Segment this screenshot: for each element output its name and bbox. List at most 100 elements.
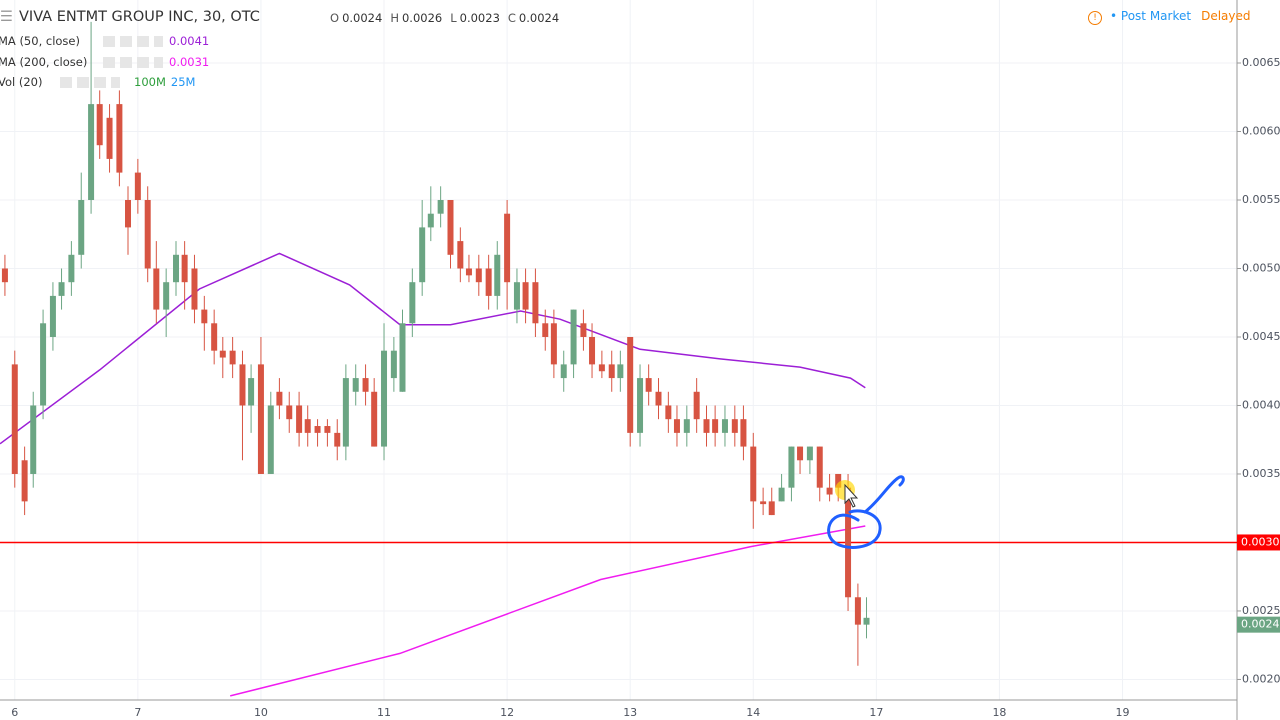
candle-body	[513, 282, 520, 310]
candle-body	[570, 309, 577, 365]
candle-body	[760, 501, 767, 505]
y-tick-label: 0.0050	[1242, 261, 1280, 274]
x-tick-label: 19	[1116, 706, 1130, 719]
candle-body	[797, 446, 804, 461]
x-tick-label: 13	[623, 706, 637, 719]
legend-icons	[60, 77, 120, 88]
candle-body	[181, 254, 188, 283]
ohlc-value: 0.0024	[342, 11, 383, 25]
candle-body	[342, 378, 349, 447]
legend-name: MA (50, close)	[0, 34, 80, 48]
hline-price-label: 0.0030	[1241, 535, 1280, 548]
candles	[1, 21, 870, 666]
candle-body	[30, 405, 37, 474]
candle-body	[219, 350, 226, 358]
candle-body	[645, 378, 652, 392]
candle-body	[475, 268, 482, 283]
ohlc-key: H	[390, 11, 399, 25]
legend-value: 100M	[134, 75, 166, 89]
candle-body	[806, 446, 813, 461]
ohlc-row: O 0.0024 H 0.0026 L 0.0023 C 0.0024	[330, 11, 567, 25]
legend-row[interactable]: MA (50, close) 0.0041	[0, 31, 209, 52]
moving-average-line	[0, 252, 866, 445]
candle-body	[173, 254, 180, 283]
candle-body	[58, 282, 65, 296]
candle-body	[637, 378, 644, 433]
candle-body	[399, 323, 406, 392]
candle-body	[419, 227, 426, 283]
x-tick-label: 12	[500, 706, 514, 719]
candle-body	[750, 446, 757, 502]
candle-body	[276, 391, 283, 406]
candle-body	[826, 487, 833, 495]
candle-body	[655, 391, 662, 406]
candle-body	[693, 391, 700, 420]
candle-body	[788, 446, 795, 488]
candle-body	[845, 487, 852, 598]
candle-body	[78, 200, 85, 255]
candle-body	[381, 350, 388, 447]
y-tick-label: 0.0035	[1242, 467, 1280, 480]
x-tick-label: 17	[869, 706, 883, 719]
candle-body	[334, 432, 341, 447]
hand-drawn-circle	[827, 475, 905, 549]
candle-body	[550, 323, 557, 365]
x-tick-label: 6	[11, 706, 18, 719]
candle-body	[485, 268, 492, 296]
x-tick-label: 18	[992, 706, 1006, 719]
candle-body	[580, 323, 587, 337]
menu-icon[interactable]: ☰	[0, 9, 13, 25]
candle-body	[504, 213, 511, 283]
candle-body	[589, 336, 596, 365]
candle-body	[863, 617, 870, 625]
y-tick-label: 0.0045	[1242, 330, 1280, 343]
candle-body	[617, 364, 624, 379]
legend-value: 0.0031	[169, 54, 210, 69]
candle-body	[683, 419, 690, 433]
candle-body	[352, 378, 359, 392]
candle-body	[371, 391, 378, 447]
candle-body	[163, 282, 170, 310]
alert-icon[interactable]: !	[1088, 11, 1102, 25]
ohlc-value: 0.0024	[518, 11, 560, 25]
candle-body	[106, 117, 113, 159]
y-tick-label: 0.0025	[1242, 604, 1280, 617]
ohlc-value: 0.0023	[459, 11, 500, 25]
legend-row[interactable]: Vol (20) 100M 25M	[0, 72, 209, 93]
candle-body	[437, 200, 444, 214]
candle-body	[522, 282, 529, 310]
ohlc-value: 0.0026	[401, 11, 443, 25]
y-tick-label: 0.0065	[1242, 56, 1280, 69]
candle-body	[457, 241, 464, 269]
indicator-lines	[0, 252, 866, 697]
candle-body	[665, 405, 672, 420]
candle-body	[40, 323, 47, 406]
candle-body	[304, 419, 311, 433]
candle-body	[778, 487, 785, 502]
legend-row[interactable]: MA (200, close) 0.0031	[0, 52, 209, 73]
x-tick-label: 14	[746, 706, 760, 719]
candle-body	[427, 213, 434, 228]
candle-body	[835, 473, 842, 488]
status-dot: •	[1110, 9, 1121, 23]
candle-body	[153, 268, 160, 310]
candle-body	[201, 309, 208, 324]
candle-body	[116, 104, 123, 173]
candle-body	[532, 282, 539, 324]
legend-icons	[103, 36, 163, 47]
candle-body	[740, 419, 747, 447]
candle-body	[21, 460, 28, 502]
candle-body	[673, 419, 680, 433]
y-tick-label: 0.0040	[1242, 398, 1280, 411]
candle-body	[731, 419, 738, 433]
legend-value: 25M	[170, 75, 196, 89]
last-price-box	[1237, 616, 1280, 633]
candle-body	[721, 419, 728, 433]
candle-body	[324, 426, 331, 433]
ohlc-key: C	[507, 11, 516, 25]
cursor-arrow	[844, 483, 859, 508]
candle-body	[362, 378, 369, 392]
candle-body	[542, 323, 549, 337]
